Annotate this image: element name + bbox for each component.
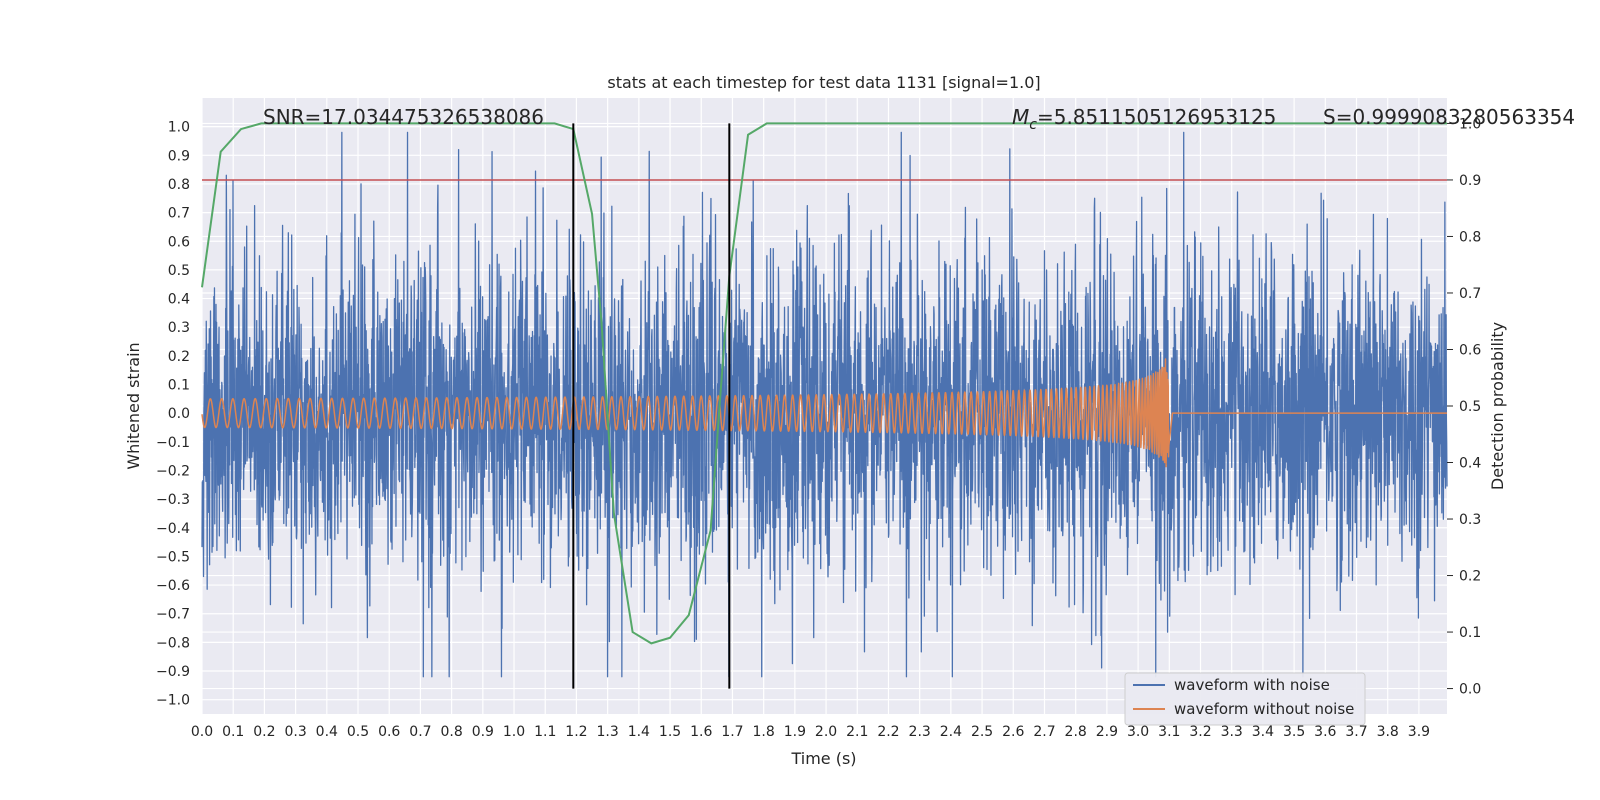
y-tick-label: −0.5 xyxy=(156,549,190,565)
x-tick-label: 1.4 xyxy=(628,724,650,740)
x-tick-label: 1.9 xyxy=(784,724,806,740)
y-tick-label: 1.0 xyxy=(168,120,190,136)
y-tick-label: 0.2 xyxy=(168,349,190,365)
y-tick-label: 0.8 xyxy=(168,177,190,193)
x-tick-label: 1.6 xyxy=(690,724,712,740)
y-tick-label: 0.3 xyxy=(168,320,190,336)
x-tick-label: 1.0 xyxy=(503,724,525,740)
y-tick-label: 0.7 xyxy=(168,206,190,222)
x-tick-label: 0.7 xyxy=(409,724,431,740)
y-tick-label: 0.4 xyxy=(168,292,190,308)
chirp-mass-annotation: Mc=5.8511505126953125 xyxy=(1012,105,1276,133)
y-tick-label: 0.9 xyxy=(168,148,190,164)
y-tick-label: 0.1 xyxy=(168,378,190,394)
y-tick-label: −0.4 xyxy=(156,521,190,537)
x-tick-label: 0.2 xyxy=(253,724,275,740)
y2-axis-ticks: 1.0 0.9 0.8 0.7 0.6 0.5 0.4 0.3 0.2 0.1 0.0 xyxy=(1447,116,1481,698)
y-tick-label: −1.0 xyxy=(156,693,190,709)
x-tick-label: 1.3 xyxy=(597,724,619,740)
x-tick-label: 3.0 xyxy=(1127,724,1149,740)
y-tick-label: −0.2 xyxy=(156,463,190,479)
chirp-mass-symbol: M xyxy=(1012,105,1029,129)
x-tick-label: 0.0 xyxy=(191,724,213,740)
series-waveform-without-noise xyxy=(201,358,1448,468)
y2-tick-label: 0.9 xyxy=(1459,173,1481,189)
y-tick-label: −0.9 xyxy=(156,664,190,680)
y-tick-label: −0.8 xyxy=(156,635,190,651)
x-tick-label: 2.2 xyxy=(877,724,899,740)
x-tick-label: 0.5 xyxy=(347,724,369,740)
x-tick-label: 0.4 xyxy=(316,724,338,740)
legend-label-waveform-without-noise: waveform without noise xyxy=(1174,700,1354,718)
y2-tick-label: 0.6 xyxy=(1459,342,1481,358)
x-tick-label: 2.7 xyxy=(1033,724,1055,740)
x-axis-ticks: 0.0 0.1 0.2 0.3 0.4 0.5 0.6 0.7 0.8 0.9 1.0 1.1 1.2 1… xyxy=(191,724,1430,740)
legend-box xyxy=(1124,672,1366,726)
x-tick-label: 1.8 xyxy=(753,724,775,740)
legend-label-waveform-with-noise: waveform with noise xyxy=(1174,676,1330,694)
x-tick-label: 2.5 xyxy=(971,724,993,740)
x-tick-label: 2.9 xyxy=(1096,724,1118,740)
x-tick-label: 3.7 xyxy=(1345,724,1367,740)
y-tick-label: −0.3 xyxy=(156,492,190,508)
x-tick-label: 2.8 xyxy=(1065,724,1087,740)
x-tick-label: 3.8 xyxy=(1377,724,1399,740)
y2-tick-label: 0.1 xyxy=(1459,625,1481,641)
legend: waveform with noise waveform without noi… xyxy=(1124,672,1366,726)
y2-tick-label: 0.3 xyxy=(1459,512,1481,528)
y-tick-label: 0.5 xyxy=(168,263,190,279)
y2-tick-label: 0.8 xyxy=(1459,229,1481,245)
x-tick-label: 3.4 xyxy=(1252,724,1274,740)
y-axis-label: Whitened strain xyxy=(124,342,143,469)
score-annotation: S=0.9999083280563354 xyxy=(1323,105,1575,129)
x-tick-label: 2.4 xyxy=(940,724,962,740)
x-tick-label: 3.6 xyxy=(1314,724,1336,740)
x-tick-label: 0.3 xyxy=(284,724,306,740)
y-tick-label: −0.6 xyxy=(156,578,190,594)
x-tick-label: 1.7 xyxy=(721,724,743,740)
y2-tick-label: 0.4 xyxy=(1459,456,1481,472)
x-tick-label: 3.3 xyxy=(1221,724,1243,740)
series-detection-probability xyxy=(201,122,1447,645)
y-axis-ticks: 1.0 0.9 0.8 0.7 0.6 0.5 0.4 0.3 0.2 0.1 0.0 −0.1 −0.… xyxy=(156,120,190,709)
y2-tick-label: 1.0 xyxy=(1459,116,1481,132)
y2-tick-label: 0.7 xyxy=(1459,286,1481,302)
series-layer xyxy=(201,122,1448,689)
x-tick-label: 2.3 xyxy=(909,724,931,740)
x-tick-label: 0.9 xyxy=(472,724,494,740)
x-tick-label: 1.5 xyxy=(659,724,681,740)
y-tick-label: 0.0 xyxy=(168,406,190,422)
x-tick-label: 3.1 xyxy=(1158,724,1180,740)
x-tick-label: 1.2 xyxy=(565,724,587,740)
x-tick-label: 0.1 xyxy=(222,724,244,740)
chirp-mass-subscript: c xyxy=(1029,117,1037,133)
x-tick-label: 2.6 xyxy=(1002,724,1024,740)
y2-axis-label: Detection probability xyxy=(1488,322,1507,490)
y2-tick-label: 0.2 xyxy=(1459,569,1481,585)
x-tick-label: 3.5 xyxy=(1283,724,1305,740)
y-tick-label: 0.6 xyxy=(168,234,190,250)
snr-annotation: SNR=17.034475326538086 xyxy=(263,105,544,129)
y2-tick-label: 0.0 xyxy=(1459,682,1481,698)
x-tick-label: 3.9 xyxy=(1408,724,1430,740)
x-axis-label: Time (s) xyxy=(790,749,856,768)
x-tick-label: 2.1 xyxy=(846,724,868,740)
y2-tick-label: 0.5 xyxy=(1459,399,1481,415)
y-tick-label: −0.1 xyxy=(156,435,190,451)
chart-title: stats at each timestep for test data 113… xyxy=(607,73,1040,92)
x-tick-label: 3.2 xyxy=(1189,724,1211,740)
y-tick-label: −0.7 xyxy=(156,607,190,623)
x-tick-label: 0.6 xyxy=(378,724,400,740)
series-waveform-with-noise xyxy=(201,131,1448,678)
chirp-mass-value: =5.8511505126953125 xyxy=(1037,105,1276,129)
x-tick-label: 0.8 xyxy=(440,724,462,740)
x-tick-label: 1.1 xyxy=(534,724,556,740)
x-tick-label: 2.0 xyxy=(815,724,837,740)
